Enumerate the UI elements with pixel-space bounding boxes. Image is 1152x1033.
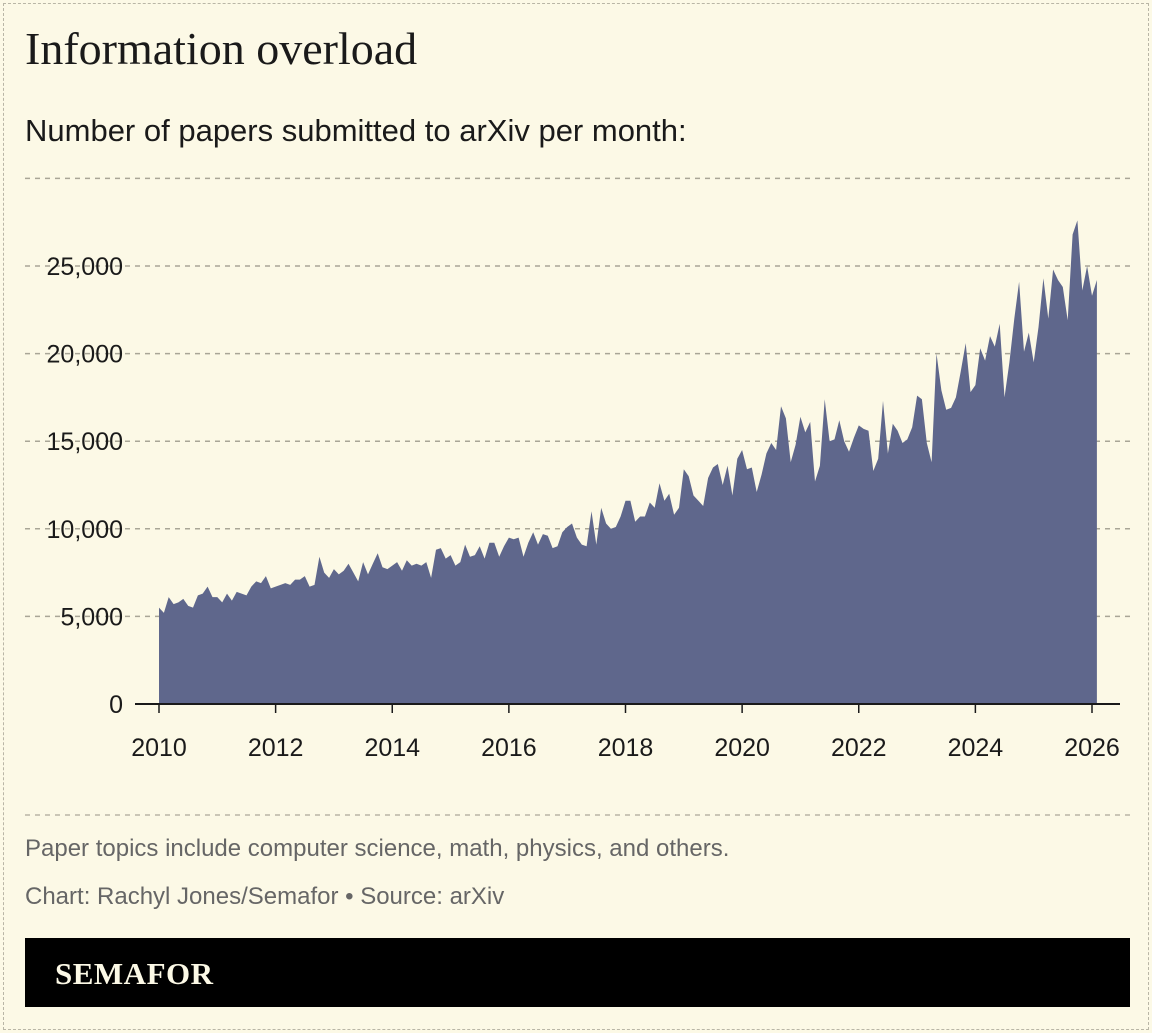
logo-bar: SEMAFOR (25, 938, 1130, 1007)
x-tick-label: 2018 (598, 734, 654, 762)
semafor-logo: SEMAFOR (55, 956, 214, 991)
x-tick-label: 2014 (364, 734, 420, 762)
x-tick-label: 2020 (714, 734, 770, 762)
chart-subtitle: Number of papers submitted to arXiv per … (25, 113, 687, 148)
y-tick-label: 25,000 (47, 253, 123, 281)
y-tick-label: 20,000 (47, 341, 123, 369)
x-tick-label: 2010 (131, 734, 187, 762)
chart-frame (3, 3, 1149, 1030)
y-tick-label: 0 (109, 691, 123, 719)
y-tick-label: 5,000 (60, 603, 123, 631)
x-tick-label: 2026 (1064, 734, 1120, 762)
x-tick-label: 2012 (248, 734, 304, 762)
x-tick-label: 2024 (948, 734, 1004, 762)
x-tick-label: 2022 (831, 734, 887, 762)
x-tick-label: 2016 (481, 734, 537, 762)
chart-note: Paper topics include computer science, m… (25, 835, 730, 862)
chart-credit: Chart: Rachyl Jones/Semafor • Source: ar… (25, 883, 505, 910)
chart-title: Information overload (25, 23, 418, 74)
y-tick-label: 15,000 (47, 428, 123, 456)
area-series (159, 220, 1097, 704)
y-tick-label: 10,000 (47, 516, 123, 544)
